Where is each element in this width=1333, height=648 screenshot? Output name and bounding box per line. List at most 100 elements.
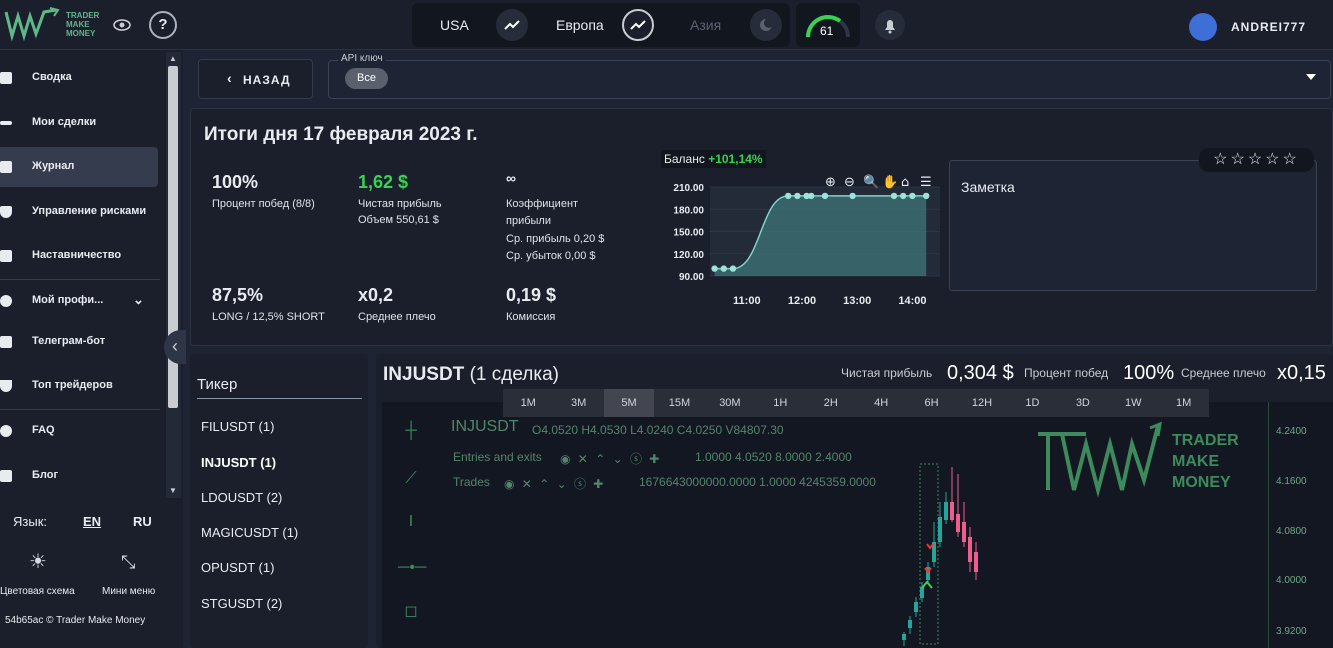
color-scheme-label[interactable]: Цветовая схема	[0, 586, 75, 597]
timeframe-5m[interactable]: 5M	[603, 389, 655, 417]
sidebar-collapse-button[interactable]: ‹	[164, 330, 186, 364]
commission-label: Комиссия	[506, 311, 556, 323]
timeframe-1w[interactable]: 1W	[1125, 397, 1142, 409]
timeframe-2h[interactable]: 2H	[823, 397, 838, 409]
logo-icon[interactable]	[4, 6, 109, 44]
sidebar-item-faq[interactable]: FAQ	[0, 411, 158, 451]
y-tick-label: 150.00	[673, 228, 704, 239]
timeframe-1m[interactable]: 1M	[520, 397, 536, 409]
gauge-value: 61	[820, 24, 834, 38]
back-button[interactable]: ‹ НАЗАД	[198, 59, 313, 99]
eye-icon[interactable]	[113, 16, 131, 34]
sidebar-item-my-trades[interactable]: Мои сделки	[0, 103, 158, 143]
sun-icon[interactable]: ☀	[29, 551, 47, 573]
language-en[interactable]: EN	[83, 514, 102, 529]
long-short-value: 87,5%	[212, 285, 264, 305]
shrink-icon[interactable]: ⤡	[121, 552, 136, 572]
people-icon	[0, 250, 12, 262]
timeframe-6h[interactable]: 6H	[924, 397, 939, 409]
scroll-up-icon[interactable]: ▲	[169, 54, 177, 63]
timeframe-3m[interactable]: 3M	[570, 397, 587, 409]
star-rating[interactable]: ☆☆☆☆☆	[1199, 148, 1314, 172]
market-usa-icon[interactable]	[496, 9, 528, 41]
trades-label: Trades	[453, 475, 490, 489]
text-cursor-icon[interactable]: I	[408, 513, 414, 530]
zoom-out-icon[interactable]: ⊖	[844, 175, 855, 190]
bell-icon[interactable]	[875, 10, 905, 40]
price-tick: 4.0000	[1276, 575, 1307, 586]
trendline-icon[interactable]: ⟋	[405, 470, 417, 487]
scroll-down-icon[interactable]: ▼	[169, 486, 177, 495]
timeframe-1m[interactable]: 1M	[1176, 397, 1192, 409]
candle-body	[932, 542, 936, 562]
moon-icon[interactable]	[750, 9, 782, 41]
ticker-item[interactable]: FILUSDT (1)	[201, 419, 275, 434]
dropdown-arrow-icon[interactable]	[1306, 74, 1316, 80]
crosshair-icon[interactable]: ┼	[405, 422, 417, 439]
trades-values: 1676643000000.0000 1.0000 4245359.0000	[639, 475, 876, 489]
avatar[interactable]	[1189, 13, 1217, 41]
sidebar-item-profile[interactable]: Мой профи... ⌄	[0, 281, 158, 321]
timeframe-12h[interactable]: 12H	[971, 397, 993, 409]
api-key-select[interactable]	[328, 60, 1331, 99]
horizontal-line-icon[interactable]: ─•─	[398, 559, 427, 576]
watermark-logo-icon	[1038, 421, 1162, 498]
candles[interactable]	[382, 402, 1333, 648]
api-key-chip[interactable]: Все	[345, 68, 388, 89]
timeframe-4h[interactable]: 4H	[874, 397, 889, 409]
language-ru[interactable]: RU	[133, 514, 152, 529]
entries-values: 1.0000 4.0520 8.0000 2.4000	[695, 450, 852, 464]
watermark-text: TRADER MAKE MONEY	[1172, 432, 1239, 491]
sidebar-item-blog[interactable]: Блог	[0, 456, 158, 496]
sidebar-item-summary[interactable]: Сводка	[0, 58, 158, 98]
sidebar-item-mentoring[interactable]: Наставничество	[0, 236, 158, 276]
sidebar-scrollbar-thumb[interactable]	[168, 66, 178, 408]
ticker-item[interactable]: MAGICUSDT (1)	[201, 525, 299, 540]
timeframe-1h[interactable]: 1H	[773, 397, 788, 409]
balance-point	[821, 192, 829, 200]
market-europe-icon[interactable]	[622, 9, 654, 41]
zoom-select-icon[interactable]: 🔍	[863, 173, 879, 190]
balance-chart[interactable]: 210.00 180.00 150.00 120.00 90.00 11:00 12:00 1…	[660, 172, 945, 312]
note-field[interactable]	[949, 160, 1317, 291]
fear-greed-gauge[interactable]: 61	[796, 3, 860, 47]
ticker-item[interactable]: LDOUSDT (2)	[201, 490, 283, 505]
net-profit-value: 1,62 $	[358, 172, 409, 192]
mini-menu-label[interactable]: Мини меню	[102, 586, 156, 597]
ticker-item[interactable]: OPUSDT (1)	[201, 560, 275, 575]
menu-icon[interactable]: ☰	[920, 175, 932, 190]
sidebar-item-top-traders[interactable]: Топ трейдеров	[0, 366, 158, 406]
avg-loss: Ср. убыток 0,00 $	[506, 250, 596, 262]
balance-point	[909, 192, 916, 200]
market-usa[interactable]: USA	[440, 17, 469, 33]
ticker-item[interactable]: STGUSDT (2)	[201, 596, 283, 611]
username[interactable]: ANDREI777	[1231, 20, 1307, 34]
ticker-item[interactable]: INJUSDT (1)	[201, 455, 277, 470]
timeframe-1d[interactable]: 1D	[1025, 397, 1040, 409]
help-icon	[0, 425, 12, 437]
commission-value: 0,19 $	[506, 285, 557, 305]
indicator-controls[interactable]: ◉ ✕ ⌃ ⌄ ⓢ ✚	[560, 452, 662, 466]
timeframe-3d[interactable]: 3D	[1075, 397, 1090, 409]
market-europe[interactable]: Европа	[556, 17, 604, 33]
timeframe-30m[interactable]: 30M	[719, 397, 741, 409]
help-button[interactable]: ?	[149, 11, 177, 39]
sidebar-item-telegram[interactable]: Телеграм-бот	[0, 322, 158, 362]
market-asia[interactable]: Азия	[690, 17, 722, 33]
rectangle-icon[interactable]: ◻	[404, 603, 418, 620]
chevron-down-icon[interactable]: ⌄	[133, 292, 144, 307]
zoom-in-icon[interactable]: ⊕	[825, 175, 836, 190]
note-label: Заметка	[961, 179, 1015, 195]
candle-body	[902, 634, 906, 640]
trade-chart-title: INJUSDT (1 сделка)	[383, 364, 559, 385]
candle-body	[962, 522, 966, 542]
balance-point	[803, 192, 810, 200]
market-selector: USA Европа Азия	[412, 3, 790, 47]
sidebar-item-journal[interactable]: Журнал	[0, 147, 158, 187]
candlestick-chart[interactable]	[382, 402, 1333, 648]
indicator-controls[interactable]: ◉ ✕ ⌃ ⌄ ⓢ ✚	[504, 477, 606, 491]
pan-icon[interactable]: ✋	[882, 174, 898, 190]
timeframe-15m[interactable]: 15M	[668, 397, 691, 409]
sidebar-item-risk[interactable]: Управление рисками	[0, 192, 158, 232]
home-icon[interactable]: ⌂	[901, 175, 909, 190]
